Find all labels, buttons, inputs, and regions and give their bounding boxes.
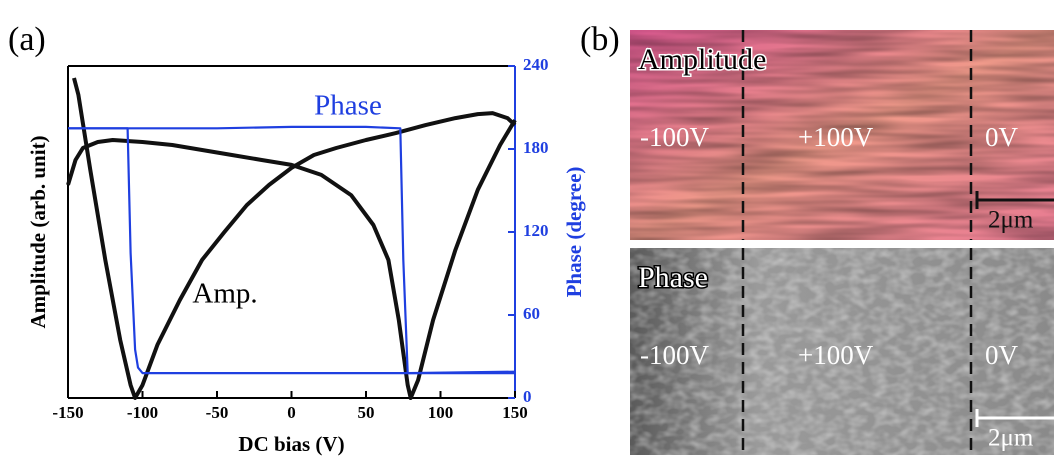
image-title: Amplitude	[638, 43, 766, 76]
region-label: 0V	[985, 340, 1019, 370]
annotation: Phase	[314, 90, 382, 122]
scale-bar-label: 2μm	[988, 207, 1034, 234]
region-label: +100V	[798, 122, 874, 152]
y2-tick-label: 0	[523, 387, 532, 406]
panel-label: (a)	[8, 21, 46, 58]
y2-tick-label: 240	[523, 55, 549, 74]
image-title: Phase	[638, 261, 708, 294]
image-panels: Amplitude -100V +100V 0V 2μm Phase -100V +100V 0…	[630, 30, 1054, 455]
x-tick-label: 100	[428, 403, 454, 422]
region-label: +100V	[798, 340, 874, 370]
region-label: 0V	[985, 122, 1019, 152]
y2-tick-label: 120	[523, 221, 549, 240]
x-tick-label: 0	[287, 403, 296, 422]
x-axis-title: DC bias (V)	[238, 432, 344, 456]
y-axis-title: Amplitude (arb. unit)	[26, 135, 50, 328]
x-tick-label: -50	[206, 403, 229, 422]
y2-tick-label: 180	[523, 138, 549, 157]
x-tick-label: 50	[358, 403, 375, 422]
scale-bar-label: 2μm	[988, 425, 1034, 452]
region-label: -100V	[640, 340, 709, 370]
x-tick-label: -100	[127, 403, 158, 422]
x-tick-label: -150	[52, 403, 83, 422]
region-label: -100V	[640, 122, 709, 152]
image-texture	[630, 30, 1054, 240]
amplitude-line	[66, 119, 517, 400]
x-tick-label: 150	[502, 403, 528, 422]
y2-axis-title: Phase (degree)	[562, 167, 586, 298]
amplitude-line	[72, 77, 517, 400]
phase-line	[68, 125, 516, 375]
image-texture	[630, 248, 1054, 455]
panel-label: (b)	[580, 21, 620, 58]
y2-tick-label: 60	[523, 304, 540, 323]
annotation: Amp.	[192, 278, 257, 310]
